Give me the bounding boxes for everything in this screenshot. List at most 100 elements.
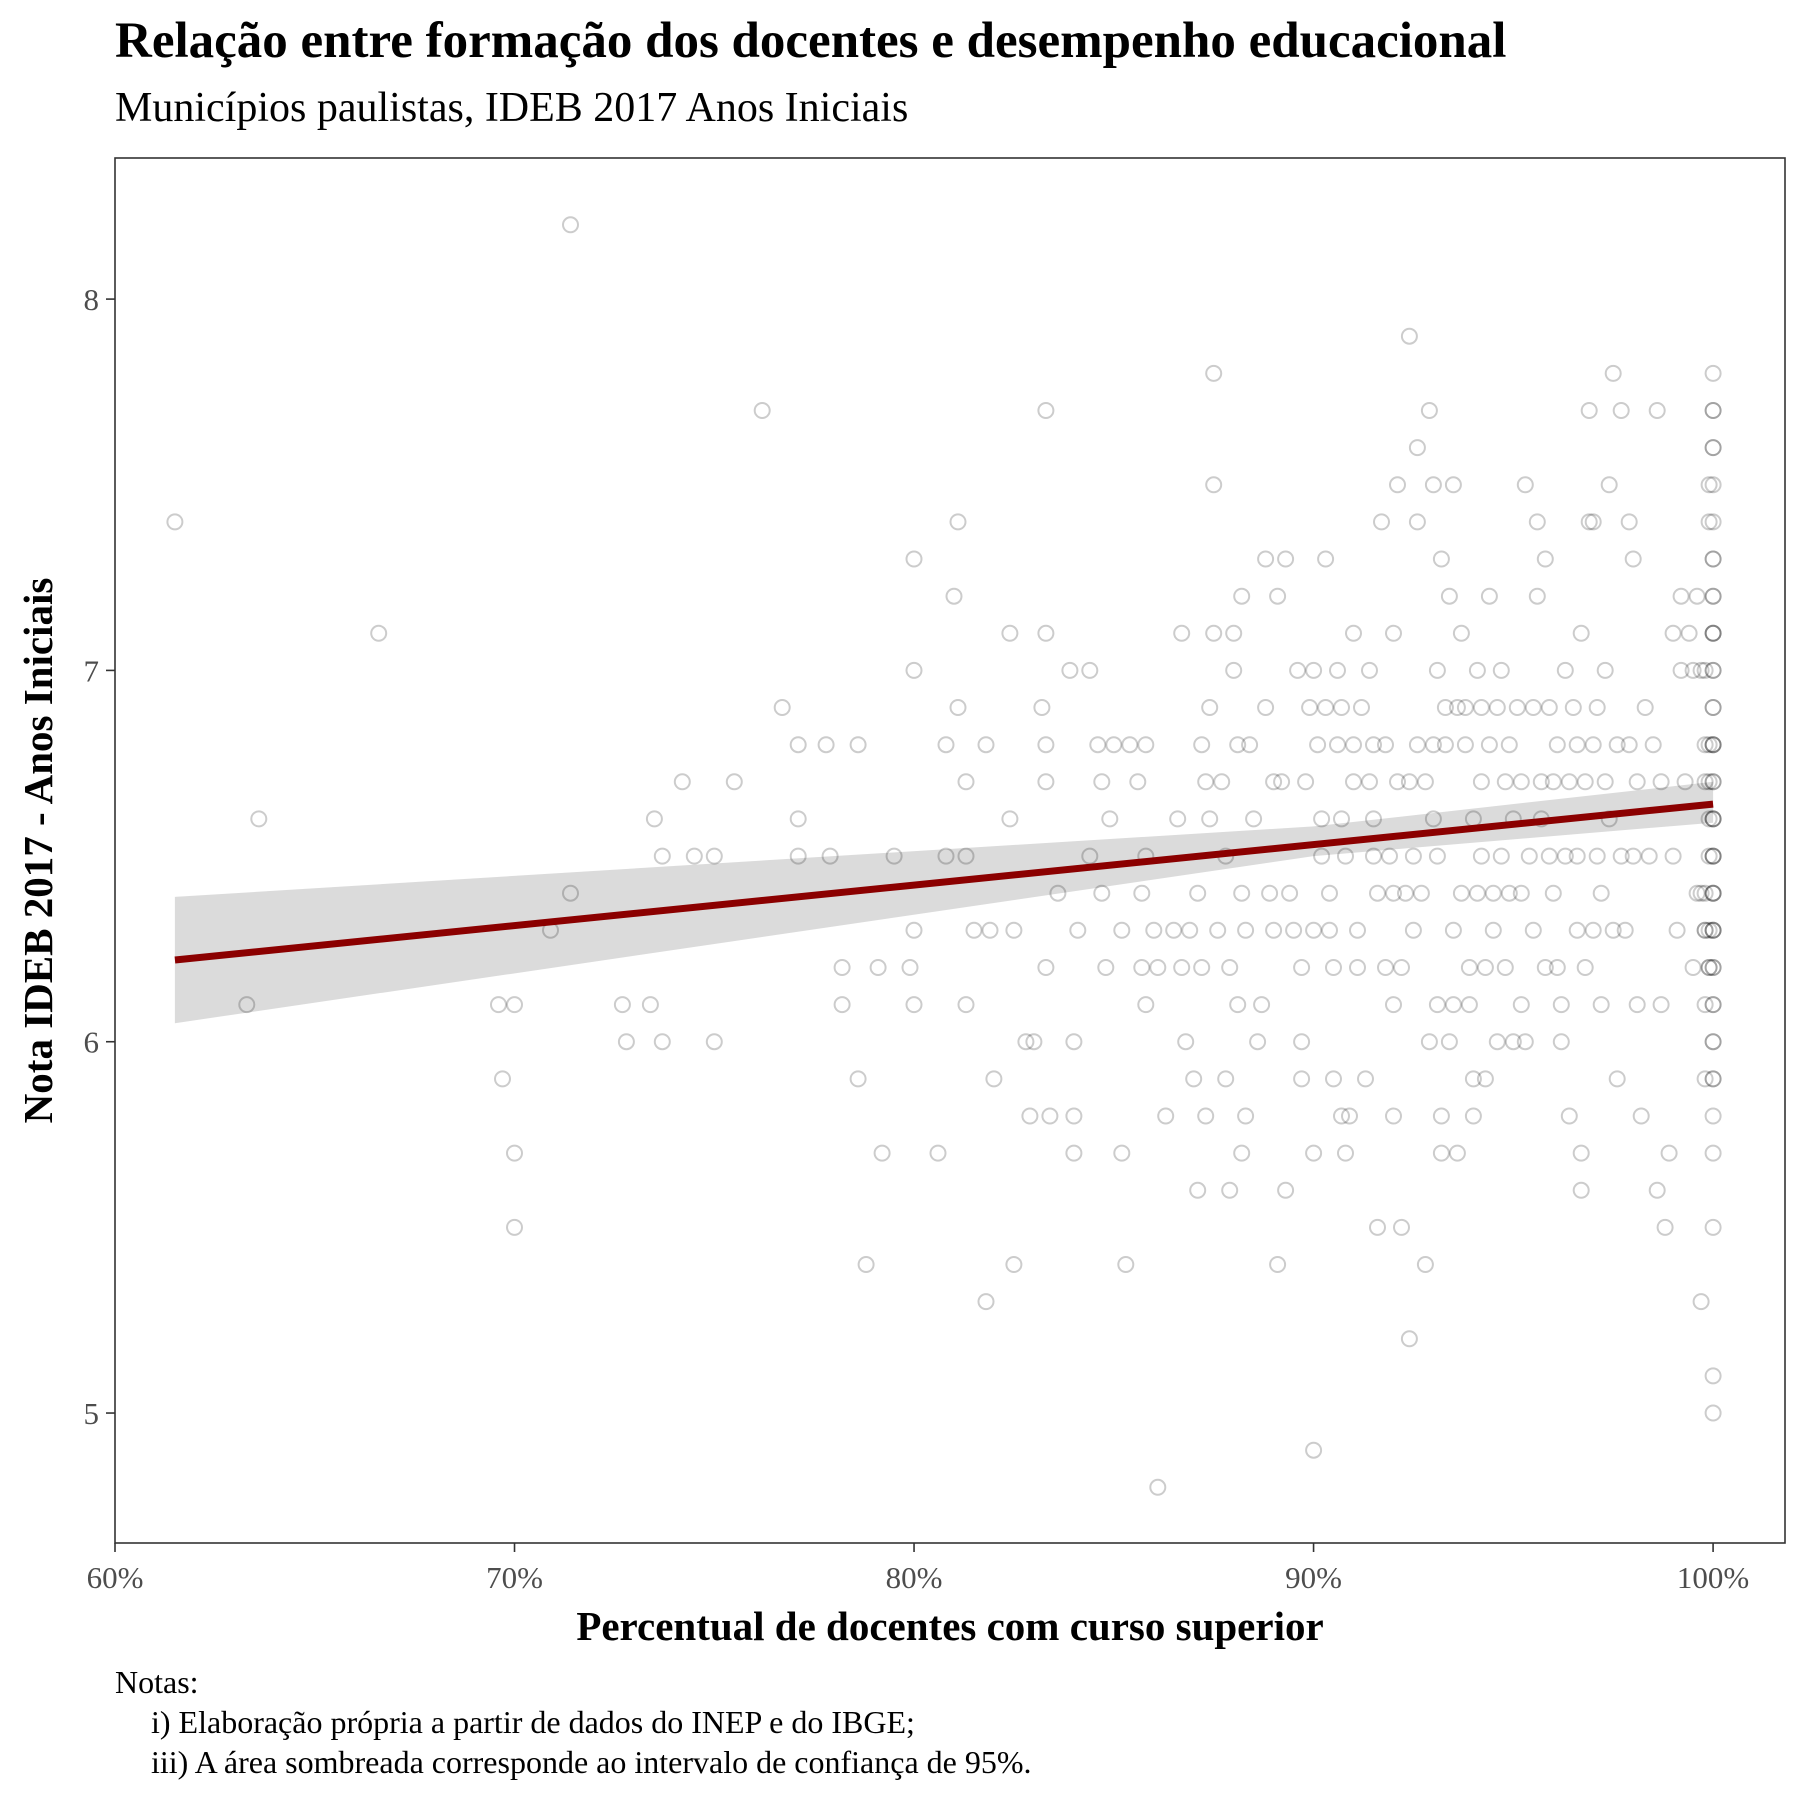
data-point (1704, 661, 1722, 679)
plot-panel-border (114, 157, 1786, 1544)
data-point (1704, 550, 1722, 568)
data-point (1572, 1144, 1590, 1162)
data-point (937, 847, 955, 865)
data-point (945, 587, 963, 605)
data-point (1317, 550, 1335, 568)
data-point (1568, 921, 1586, 939)
data-point (1584, 921, 1602, 939)
x-tick-label: 60% (87, 1560, 144, 1595)
data-point (1313, 810, 1331, 828)
data-point (1265, 773, 1283, 791)
data-point (977, 736, 995, 754)
data-point (1121, 736, 1139, 754)
data-point (929, 1144, 947, 1162)
data-point (1361, 773, 1378, 791)
data-point (1265, 921, 1283, 939)
data-point (849, 1070, 867, 1088)
data-point (1373, 513, 1390, 531)
data-point (1225, 624, 1243, 642)
data-point (1484, 884, 1502, 902)
data-point (1424, 810, 1442, 828)
data-point (1436, 699, 1454, 716)
data-point (1596, 661, 1614, 679)
data-point (1704, 959, 1722, 976)
data-point (1464, 1070, 1482, 1088)
data-point (705, 847, 723, 865)
data-point (1021, 1107, 1039, 1125)
data-point (1596, 773, 1614, 791)
data-point (1205, 476, 1223, 494)
data-point (1700, 476, 1718, 494)
data-point (1588, 847, 1606, 865)
data-point (1261, 884, 1279, 902)
data-point (1269, 587, 1287, 605)
data-point (1536, 959, 1554, 976)
data-point (1624, 847, 1642, 865)
data-point (1069, 921, 1087, 939)
data-point (1684, 661, 1702, 679)
data-point (1576, 959, 1594, 976)
data-point (1476, 1070, 1494, 1088)
data-point (1664, 624, 1682, 642)
data-point (1081, 661, 1099, 679)
data-point (1548, 959, 1566, 976)
data-point (1081, 847, 1099, 865)
data-point (1704, 996, 1722, 1014)
data-point (1704, 884, 1722, 902)
data-point (1696, 1070, 1714, 1088)
data-point (905, 921, 923, 939)
data-point (1233, 587, 1251, 605)
data-point (1572, 624, 1590, 642)
data-point (1704, 402, 1722, 419)
data-point (506, 996, 523, 1014)
data-point (789, 810, 807, 828)
data-point (1512, 996, 1530, 1014)
data-point (562, 216, 579, 234)
data-point (1460, 996, 1478, 1014)
data-point (1692, 884, 1710, 902)
data-point (1337, 1144, 1354, 1162)
data-point (965, 921, 983, 939)
data-point (725, 773, 743, 791)
data-point (1604, 921, 1622, 939)
data-point (1444, 921, 1462, 939)
data-point (1317, 699, 1335, 716)
data-point (1416, 1256, 1434, 1273)
note-line: iii) A área sombreada corresponde ao int… (151, 1744, 1032, 1780)
data-point (506, 1144, 523, 1162)
data-point (1704, 587, 1722, 605)
data-point (1017, 1033, 1035, 1051)
data-point (1704, 736, 1722, 754)
data-point (1700, 959, 1718, 976)
data-point (1341, 1107, 1358, 1125)
data-point (1404, 921, 1422, 939)
data-point (1544, 773, 1562, 791)
data-point (1221, 1181, 1239, 1199)
data-point (977, 1293, 995, 1311)
data-point (1037, 773, 1055, 791)
data-point (1704, 1070, 1722, 1088)
data-point (1648, 1181, 1666, 1199)
data-point (1448, 699, 1466, 716)
data-point (1412, 884, 1430, 902)
data-point (1033, 699, 1051, 716)
data-point (1696, 661, 1714, 679)
data-point (1277, 550, 1295, 568)
data-point (1568, 847, 1586, 865)
data-point (1612, 847, 1630, 865)
data-point (1704, 884, 1722, 902)
data-point (1696, 884, 1714, 902)
data-point (1225, 661, 1243, 679)
data-point (1444, 476, 1462, 494)
data-point (1197, 1107, 1215, 1125)
data-point (1113, 921, 1131, 939)
data-point (1540, 699, 1558, 716)
data-point (1061, 661, 1079, 679)
data-point (653, 1033, 671, 1051)
data-point (1305, 661, 1323, 679)
data-point (1704, 439, 1722, 457)
data-point (1001, 810, 1019, 828)
data-point (1273, 773, 1291, 791)
data-point (1504, 1033, 1522, 1051)
data-point (1472, 699, 1490, 716)
